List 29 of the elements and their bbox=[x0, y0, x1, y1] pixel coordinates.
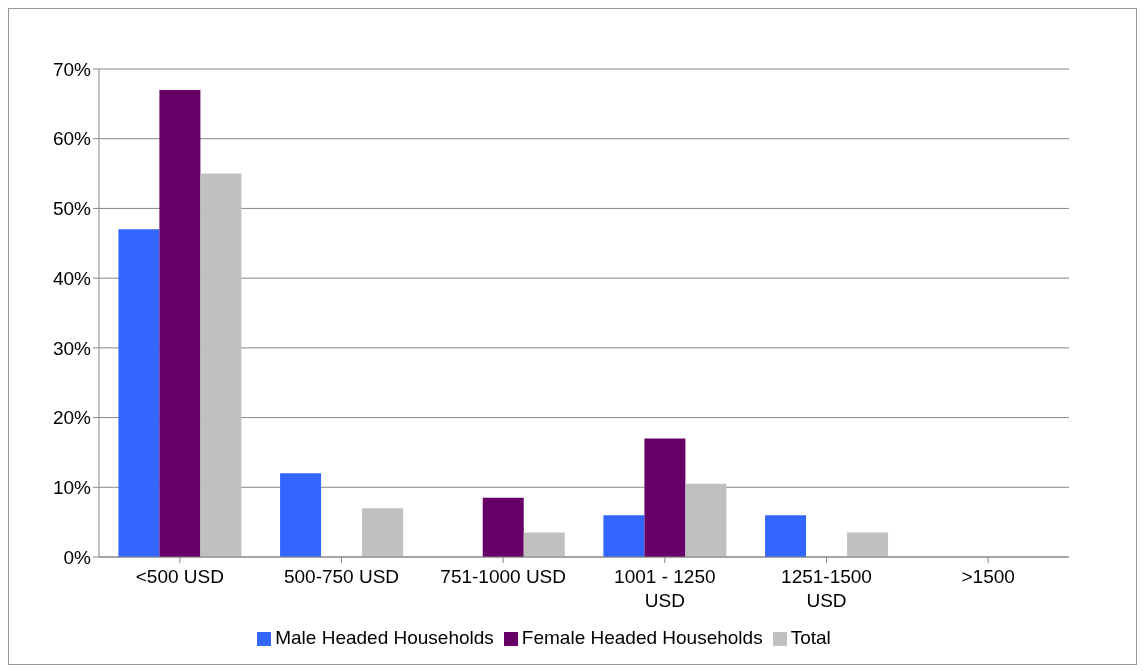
bar bbox=[603, 515, 645, 557]
y-tick-label: 0% bbox=[63, 546, 92, 568]
bar bbox=[482, 497, 524, 557]
bar bbox=[644, 438, 686, 557]
bar bbox=[847, 532, 889, 557]
legend-label: Female Headed Households bbox=[521, 627, 763, 648]
y-tick-label: 10% bbox=[52, 477, 92, 499]
x-tick-label: <500 USD bbox=[135, 566, 224, 587]
x-tick-label: 1251-1500 USD bbox=[781, 566, 872, 611]
y-tick-label: 40% bbox=[52, 267, 92, 289]
bar bbox=[280, 473, 322, 557]
x-tick-label: 751-1000 USD bbox=[440, 566, 567, 587]
bar bbox=[765, 515, 807, 557]
bar bbox=[685, 483, 727, 557]
y-tick-label: 70% bbox=[52, 58, 92, 80]
x-tick-label: 500-750 USD bbox=[283, 566, 400, 587]
y-tick-label: 60% bbox=[52, 128, 92, 150]
y-tick-label: 20% bbox=[52, 407, 92, 429]
y-tick-label: 30% bbox=[52, 337, 92, 359]
legend-label: Total bbox=[790, 627, 831, 648]
bar bbox=[362, 508, 404, 557]
legend-label: Male Headed Households bbox=[275, 627, 494, 648]
bar bbox=[523, 532, 565, 557]
bar bbox=[118, 229, 160, 557]
bar bbox=[200, 173, 242, 557]
bar bbox=[159, 89, 201, 557]
y-tick-label: 50% bbox=[52, 198, 92, 220]
x-tick-label: >1500 bbox=[961, 566, 1015, 587]
x-tick-label: 1001 - 1250 USD bbox=[614, 566, 716, 611]
